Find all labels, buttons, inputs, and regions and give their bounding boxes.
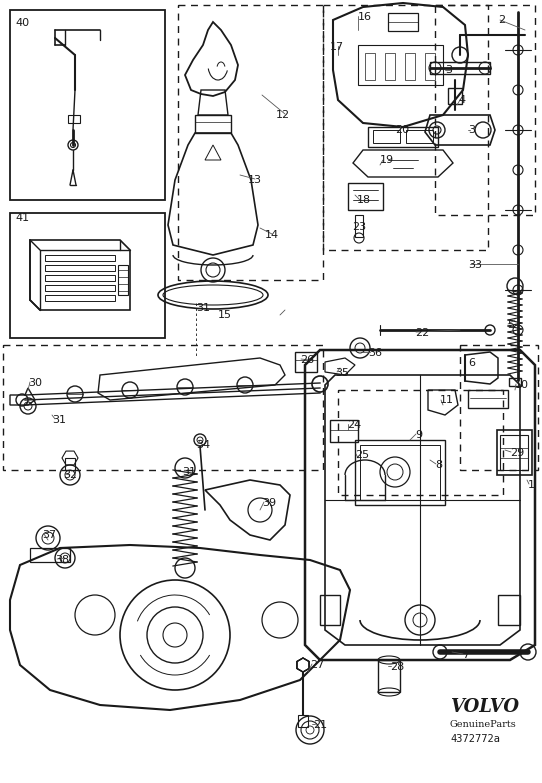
Text: 31: 31 bbox=[196, 303, 210, 313]
Text: 30: 30 bbox=[28, 378, 42, 388]
Bar bbox=[45, 255, 115, 261]
Bar bbox=[500, 435, 528, 470]
Text: 8: 8 bbox=[435, 460, 442, 470]
Text: 40: 40 bbox=[15, 18, 29, 28]
Text: 19: 19 bbox=[380, 155, 394, 165]
Text: 35: 35 bbox=[335, 368, 349, 378]
Text: 23: 23 bbox=[352, 222, 366, 232]
Bar bbox=[355, 440, 445, 505]
Text: 9: 9 bbox=[415, 430, 422, 440]
Bar bbox=[178, 5, 323, 280]
Text: 10: 10 bbox=[515, 380, 529, 390]
Bar bbox=[320, 595, 340, 625]
Bar bbox=[498, 595, 520, 625]
Text: 33: 33 bbox=[468, 260, 482, 270]
Text: 25: 25 bbox=[355, 450, 369, 460]
Text: 31: 31 bbox=[52, 415, 66, 425]
Bar bbox=[430, 62, 490, 74]
Bar bbox=[388, 13, 418, 31]
Text: GenuineParts: GenuineParts bbox=[450, 720, 517, 729]
Bar bbox=[378, 660, 400, 692]
Bar bbox=[323, 5, 488, 250]
Bar bbox=[330, 420, 358, 442]
Bar bbox=[10, 10, 165, 200]
Text: 36: 36 bbox=[368, 348, 382, 358]
Text: 4: 4 bbox=[458, 95, 465, 105]
Text: 2: 2 bbox=[498, 15, 505, 25]
Text: 5: 5 bbox=[507, 320, 514, 330]
Bar bbox=[406, 130, 433, 143]
Text: 13: 13 bbox=[248, 175, 262, 185]
Bar bbox=[45, 295, 115, 301]
Bar bbox=[30, 548, 70, 562]
Text: 26: 26 bbox=[300, 355, 314, 365]
Text: 21: 21 bbox=[313, 720, 327, 730]
Text: 37: 37 bbox=[42, 530, 56, 540]
Bar bbox=[298, 715, 308, 727]
Text: 34: 34 bbox=[196, 440, 210, 450]
Bar bbox=[65, 458, 75, 470]
Text: 6: 6 bbox=[468, 358, 475, 368]
Bar bbox=[373, 130, 400, 143]
Bar bbox=[45, 285, 115, 291]
Bar bbox=[435, 5, 535, 215]
Text: 16: 16 bbox=[358, 12, 372, 22]
Text: 15: 15 bbox=[218, 310, 232, 320]
Bar bbox=[10, 213, 165, 338]
Text: 28: 28 bbox=[390, 662, 404, 672]
Text: 31: 31 bbox=[182, 467, 196, 477]
Bar bbox=[509, 378, 521, 386]
Text: 3: 3 bbox=[445, 65, 452, 75]
Text: 29: 29 bbox=[510, 448, 524, 458]
Bar bbox=[45, 275, 115, 281]
Text: 11: 11 bbox=[440, 395, 454, 405]
Text: 3: 3 bbox=[468, 125, 475, 135]
Text: 41: 41 bbox=[15, 213, 29, 223]
Bar bbox=[45, 265, 115, 271]
Text: 24: 24 bbox=[347, 420, 362, 430]
Text: 12: 12 bbox=[276, 110, 290, 120]
Text: 32: 32 bbox=[63, 470, 77, 480]
Text: 22: 22 bbox=[415, 328, 429, 338]
Bar bbox=[368, 127, 438, 147]
Bar bbox=[448, 88, 462, 104]
Text: 27: 27 bbox=[310, 660, 324, 670]
Text: 4372772a: 4372772a bbox=[450, 734, 500, 744]
Bar bbox=[360, 445, 440, 500]
Text: 39: 39 bbox=[262, 498, 276, 508]
Text: 20: 20 bbox=[395, 125, 409, 135]
Bar bbox=[195, 115, 231, 133]
Bar bbox=[3, 345, 323, 470]
Bar bbox=[497, 430, 532, 475]
Bar bbox=[68, 115, 80, 123]
Text: 18: 18 bbox=[357, 195, 371, 205]
Bar bbox=[355, 215, 363, 237]
Text: 14: 14 bbox=[265, 230, 279, 240]
Text: 1: 1 bbox=[528, 480, 535, 490]
Text: 38: 38 bbox=[55, 555, 69, 565]
Bar bbox=[338, 390, 503, 495]
Bar bbox=[295, 352, 317, 372]
Bar bbox=[460, 345, 538, 470]
Text: 7: 7 bbox=[462, 650, 469, 660]
Text: 17: 17 bbox=[330, 42, 344, 52]
Text: VOLVO: VOLVO bbox=[450, 698, 519, 716]
